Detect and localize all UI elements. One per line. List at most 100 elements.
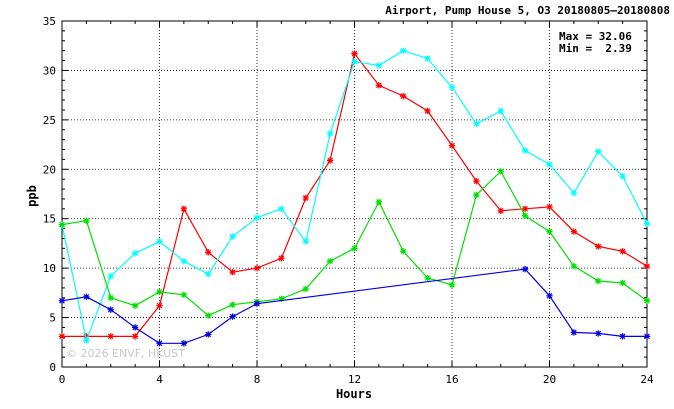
data-point	[424, 107, 431, 115]
data-point	[521, 147, 529, 154]
series-3	[58, 168, 651, 319]
x-tick-label: 12	[348, 373, 361, 386]
data-point	[400, 47, 407, 54]
data-point	[205, 249, 212, 256]
data-point	[546, 228, 553, 235]
data-point	[326, 157, 334, 164]
data-point	[156, 288, 163, 296]
y-axis-title: ppb	[25, 185, 39, 207]
data-point	[180, 205, 188, 213]
y-tick-label: 35	[43, 15, 56, 28]
data-point	[570, 329, 578, 336]
data-point	[497, 207, 504, 215]
data-point	[302, 238, 309, 245]
y-tick-label: 0	[49, 361, 56, 374]
data-point	[180, 291, 188, 299]
data-point	[58, 221, 66, 228]
series-4	[58, 265, 651, 347]
x-tick-label: 4	[156, 373, 163, 386]
data-point	[278, 205, 285, 213]
data-point	[643, 262, 651, 270]
data-point	[58, 297, 66, 304]
data-point	[107, 333, 114, 340]
data-point	[326, 258, 334, 265]
data-point	[229, 301, 236, 308]
data-point	[497, 107, 504, 115]
min-value-label: Min = 2.39	[559, 42, 632, 55]
data-point	[570, 228, 578, 235]
data-point	[448, 84, 456, 91]
data-point	[107, 294, 114, 301]
data-point	[473, 177, 480, 185]
data-point	[595, 277, 602, 285]
data-point	[351, 50, 358, 57]
data-point	[278, 295, 285, 302]
data-point	[156, 302, 163, 309]
chart-title: Airport, Pump House 5, O3 20180805—20180…	[385, 4, 670, 17]
data-point	[643, 297, 651, 304]
data-point	[570, 189, 578, 197]
data-point	[448, 281, 456, 289]
data-point	[278, 255, 285, 262]
data-point	[595, 243, 602, 250]
data-point	[546, 292, 553, 300]
y-tick-label: 30	[43, 64, 56, 77]
data-point	[400, 248, 407, 255]
y-tick-label: 15	[43, 213, 56, 226]
data-point	[253, 214, 261, 221]
data-point	[424, 55, 431, 62]
data-point	[131, 250, 139, 257]
data-point	[131, 324, 139, 331]
data-point	[83, 337, 90, 344]
data-point	[448, 142, 456, 149]
data-point	[375, 62, 383, 69]
x-tick-label: 20	[543, 373, 556, 386]
y-tick-label: 5	[49, 312, 56, 325]
data-point	[302, 285, 309, 293]
data-point	[400, 92, 407, 100]
data-point	[83, 293, 90, 301]
data-point	[497, 168, 504, 175]
data-point	[619, 248, 626, 255]
y-tick-label: 20	[43, 163, 56, 176]
data-point	[424, 274, 431, 282]
data-point	[229, 268, 236, 276]
data-point	[351, 245, 358, 252]
data-point	[375, 82, 383, 89]
data-point	[546, 203, 553, 211]
x-tick-label: 16	[445, 373, 458, 386]
max-value-label: Max = 32.06	[559, 30, 632, 43]
data-point	[351, 58, 358, 65]
series-2	[58, 47, 651, 344]
data-point	[229, 313, 236, 320]
x-axis-title: Hours	[336, 387, 372, 401]
data-point	[473, 120, 480, 128]
data-point	[302, 194, 309, 202]
data-point	[180, 340, 188, 347]
data-point	[131, 333, 139, 340]
data-point	[180, 258, 188, 265]
x-tick-label: 24	[640, 373, 654, 386]
data-point	[473, 191, 480, 199]
data-point	[229, 233, 236, 240]
data-point	[107, 306, 114, 313]
grid-lines	[62, 21, 647, 367]
data-point	[521, 212, 529, 219]
data-point	[643, 220, 651, 227]
data-point	[643, 333, 651, 340]
data-point	[619, 333, 626, 340]
data-point	[619, 279, 626, 287]
watermark: © 2026 ENVF, HKUST	[66, 347, 185, 360]
data-point	[83, 333, 90, 340]
data-point	[521, 205, 529, 213]
data-point	[58, 333, 66, 340]
data-point	[570, 262, 578, 270]
series-1	[58, 50, 651, 340]
data-point	[156, 238, 163, 245]
data-point	[205, 270, 212, 278]
data-point	[521, 265, 529, 273]
x-tick-label: 0	[59, 373, 66, 386]
data-point	[83, 217, 90, 224]
data-series	[58, 47, 651, 347]
data-point	[595, 148, 602, 155]
